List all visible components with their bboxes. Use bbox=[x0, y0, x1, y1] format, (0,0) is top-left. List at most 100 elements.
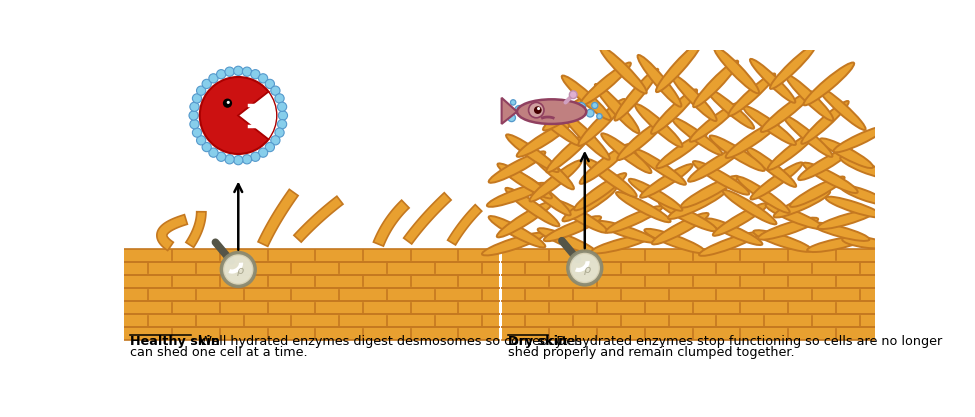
Circle shape bbox=[197, 136, 206, 145]
Ellipse shape bbox=[651, 89, 697, 134]
Circle shape bbox=[571, 254, 599, 282]
Bar bbox=[125, 288, 499, 301]
Circle shape bbox=[597, 113, 603, 119]
Ellipse shape bbox=[714, 47, 759, 93]
Ellipse shape bbox=[751, 162, 802, 199]
Ellipse shape bbox=[713, 203, 767, 236]
Circle shape bbox=[190, 120, 199, 129]
Circle shape bbox=[275, 94, 284, 103]
Ellipse shape bbox=[786, 75, 834, 121]
Circle shape bbox=[258, 148, 268, 157]
Ellipse shape bbox=[803, 163, 858, 193]
Ellipse shape bbox=[767, 130, 818, 170]
Ellipse shape bbox=[693, 161, 749, 195]
Ellipse shape bbox=[591, 235, 650, 254]
Circle shape bbox=[534, 106, 542, 114]
Ellipse shape bbox=[517, 99, 586, 124]
Ellipse shape bbox=[614, 69, 658, 121]
Circle shape bbox=[192, 94, 202, 103]
Ellipse shape bbox=[681, 176, 738, 208]
Ellipse shape bbox=[595, 84, 640, 133]
Bar bbox=[501, 288, 876, 301]
Bar bbox=[501, 301, 876, 314]
Circle shape bbox=[567, 251, 602, 285]
Ellipse shape bbox=[672, 75, 717, 121]
Ellipse shape bbox=[538, 228, 597, 254]
Circle shape bbox=[278, 120, 287, 129]
Ellipse shape bbox=[497, 201, 553, 237]
Bar bbox=[125, 314, 499, 327]
Ellipse shape bbox=[770, 45, 815, 89]
Circle shape bbox=[528, 103, 544, 118]
Bar bbox=[125, 327, 499, 340]
Ellipse shape bbox=[746, 147, 797, 187]
Ellipse shape bbox=[659, 201, 718, 231]
Ellipse shape bbox=[546, 128, 596, 172]
Circle shape bbox=[278, 111, 288, 120]
Ellipse shape bbox=[652, 213, 709, 244]
Bar bbox=[501, 262, 876, 275]
Text: shed properly and remain clumped together.: shed properly and remain clumped togethe… bbox=[508, 346, 795, 359]
Circle shape bbox=[209, 74, 218, 83]
Ellipse shape bbox=[580, 144, 630, 184]
Bar bbox=[501, 314, 876, 327]
Bar bbox=[501, 327, 876, 340]
Ellipse shape bbox=[488, 216, 545, 248]
Ellipse shape bbox=[553, 200, 607, 233]
Polygon shape bbox=[448, 205, 482, 245]
Ellipse shape bbox=[597, 221, 656, 243]
Ellipse shape bbox=[765, 204, 823, 229]
Bar bbox=[125, 262, 499, 275]
Ellipse shape bbox=[801, 101, 848, 144]
Text: : Dehydrated enzymes stop functioning so cells are no longer: : Dehydrated enzymes stop functioning so… bbox=[548, 335, 942, 348]
Text: Dry skin: Dry skin bbox=[508, 335, 567, 348]
Circle shape bbox=[243, 155, 252, 164]
Ellipse shape bbox=[585, 159, 637, 197]
Ellipse shape bbox=[706, 219, 762, 245]
Ellipse shape bbox=[818, 87, 866, 130]
Ellipse shape bbox=[725, 121, 780, 158]
Ellipse shape bbox=[820, 138, 874, 168]
Circle shape bbox=[569, 91, 577, 98]
Text: ρ: ρ bbox=[584, 265, 591, 275]
Ellipse shape bbox=[707, 88, 754, 129]
Bar bbox=[501, 275, 876, 288]
Circle shape bbox=[501, 113, 506, 117]
Ellipse shape bbox=[760, 91, 812, 132]
Ellipse shape bbox=[754, 230, 812, 252]
Circle shape bbox=[511, 100, 516, 105]
Ellipse shape bbox=[840, 157, 887, 178]
Circle shape bbox=[251, 152, 260, 161]
Circle shape bbox=[234, 156, 243, 165]
Ellipse shape bbox=[517, 122, 571, 157]
Circle shape bbox=[243, 67, 252, 76]
Ellipse shape bbox=[743, 106, 796, 145]
Ellipse shape bbox=[668, 189, 726, 219]
Ellipse shape bbox=[728, 73, 775, 116]
Circle shape bbox=[202, 143, 212, 152]
Ellipse shape bbox=[803, 63, 854, 106]
Circle shape bbox=[223, 98, 232, 108]
Ellipse shape bbox=[750, 59, 796, 103]
Polygon shape bbox=[404, 193, 451, 244]
Circle shape bbox=[190, 102, 199, 111]
Ellipse shape bbox=[774, 191, 830, 218]
Circle shape bbox=[225, 155, 234, 164]
Circle shape bbox=[251, 70, 260, 79]
Text: can shed one cell at a time.: can shed one cell at a time. bbox=[131, 346, 308, 359]
Ellipse shape bbox=[644, 229, 705, 253]
Ellipse shape bbox=[488, 151, 545, 183]
Ellipse shape bbox=[807, 236, 866, 252]
Bar bbox=[125, 301, 499, 314]
Ellipse shape bbox=[722, 190, 776, 224]
Bar bbox=[125, 249, 499, 262]
Ellipse shape bbox=[578, 99, 625, 146]
Circle shape bbox=[216, 70, 226, 79]
Ellipse shape bbox=[737, 177, 790, 213]
Ellipse shape bbox=[656, 42, 701, 92]
Wedge shape bbox=[238, 92, 277, 139]
Circle shape bbox=[508, 114, 516, 122]
Circle shape bbox=[225, 67, 234, 76]
Circle shape bbox=[216, 152, 226, 161]
Circle shape bbox=[224, 256, 253, 284]
